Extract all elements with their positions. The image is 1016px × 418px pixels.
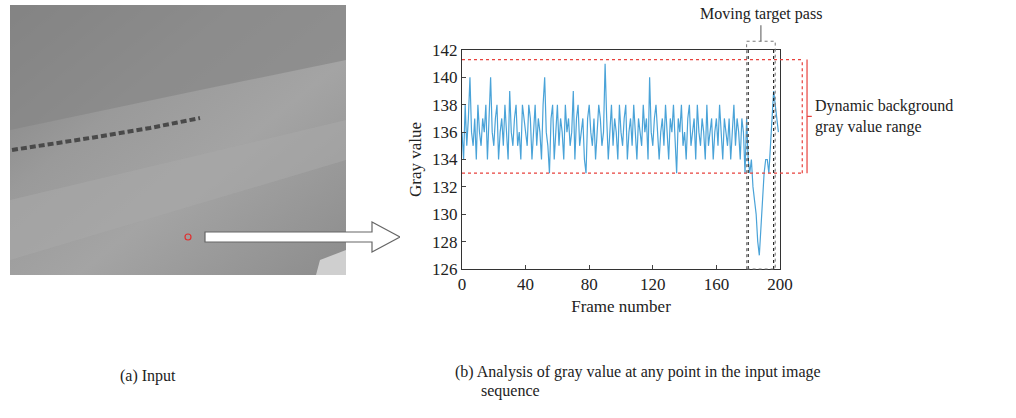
svg-text:120: 120 <box>640 275 666 294</box>
svg-text:40: 40 <box>517 275 534 294</box>
svg-text:Moving target pass: Moving target pass <box>700 5 822 23</box>
svg-text:140: 140 <box>432 68 458 87</box>
svg-text:130: 130 <box>432 205 458 224</box>
svg-text:134: 134 <box>432 150 458 169</box>
svg-text:128: 128 <box>432 233 458 252</box>
svg-text:0: 0 <box>458 275 467 294</box>
svg-text:138: 138 <box>432 96 458 115</box>
svg-text:200: 200 <box>767 275 793 294</box>
svg-text:80: 80 <box>581 275 598 294</box>
html-text:(a) Input: (a) Input <box>120 367 176 384</box>
svg-text:Dynamic backgroundgray value r: Dynamic backgroundgray value range <box>815 97 953 136</box>
svg-text:126: 126 <box>432 260 458 279</box>
svg-text:Frame number: Frame number <box>571 297 671 316</box>
svg-text:160: 160 <box>704 275 730 294</box>
svg-text:142: 142 <box>432 41 458 60</box>
svg-text:Gray value: Gray value <box>406 122 425 197</box>
svg-text:136: 136 <box>432 123 458 142</box>
svg-text:132: 132 <box>432 178 458 197</box>
html-text:(b) Analysis of gray value at: (b) Analysis of gray value at any point … <box>455 363 821 399</box>
